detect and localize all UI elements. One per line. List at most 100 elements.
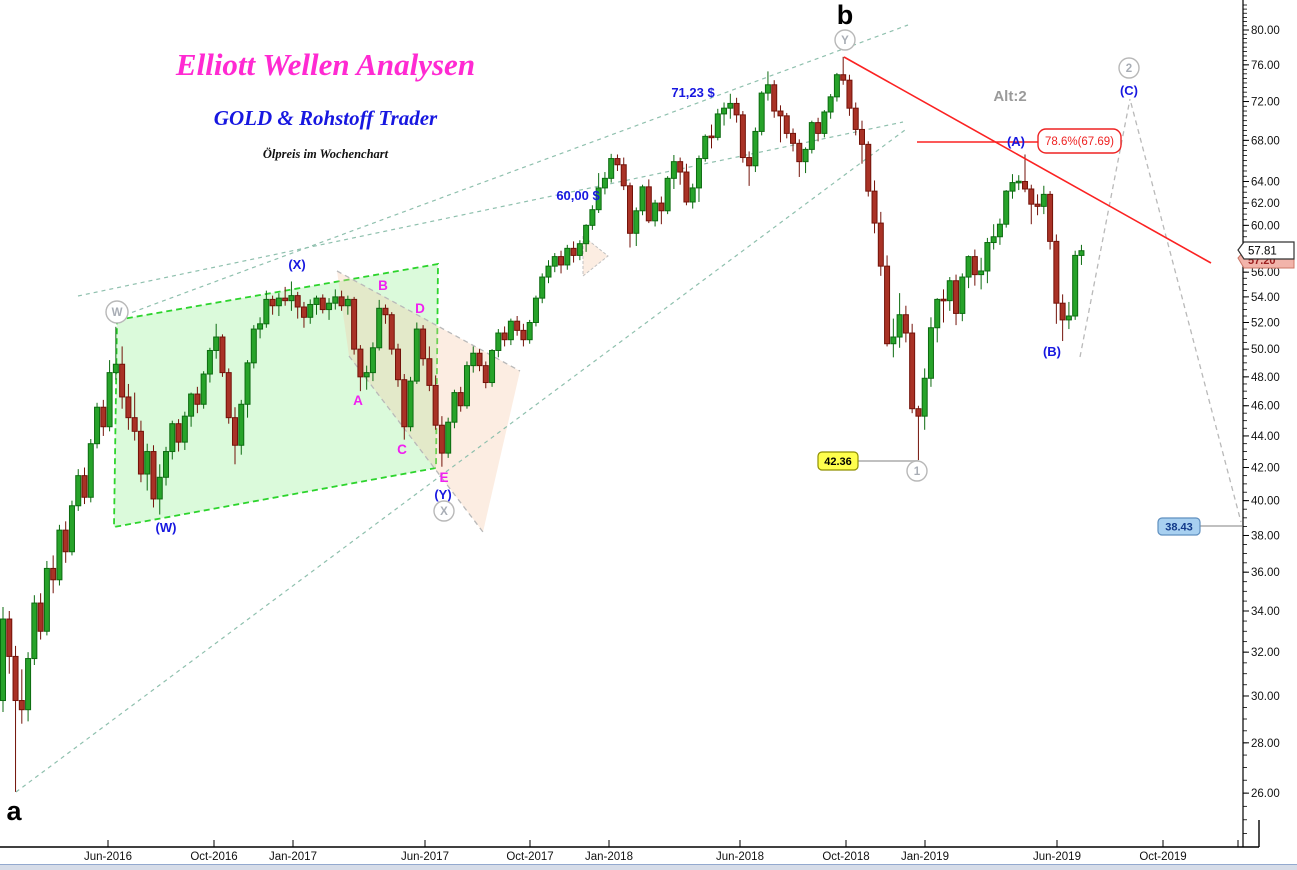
gray-dashed-projection-line xyxy=(1130,102,1242,523)
gray-dashed-projection-line xyxy=(348,355,484,533)
y-axis-label: 26.00 xyxy=(1251,788,1280,800)
circled-wave-marker-2 xyxy=(1118,57,1140,79)
wave-label-b: b xyxy=(837,0,854,30)
y-axis-label: 46.00 xyxy=(1251,401,1280,413)
candle-body xyxy=(959,276,966,314)
candle-body xyxy=(244,362,251,405)
candle-body xyxy=(175,423,182,443)
candle-body xyxy=(821,111,828,134)
candle-body xyxy=(808,122,815,150)
wave-label-B: B xyxy=(378,278,388,293)
candle-body xyxy=(589,209,596,226)
candle-body xyxy=(714,113,721,138)
wave-label-D: D xyxy=(415,301,425,316)
candle-body xyxy=(1078,250,1085,256)
candle-body xyxy=(200,373,207,405)
candle-body xyxy=(119,363,126,398)
candle-body xyxy=(984,242,991,272)
candle-body xyxy=(18,700,25,711)
candle-body xyxy=(238,403,245,446)
candle-body xyxy=(401,379,408,428)
candle-body xyxy=(87,443,94,498)
candle-body xyxy=(990,236,997,244)
y-axis-label: 72.00 xyxy=(1251,97,1280,109)
price-target-text-38-43: 38.43 xyxy=(1165,522,1193,534)
candle-body xyxy=(68,505,75,553)
candle-body xyxy=(796,142,803,163)
candle-body xyxy=(1072,254,1079,317)
candle-body xyxy=(852,107,859,130)
candle-body xyxy=(551,256,558,267)
candle-body xyxy=(332,296,339,304)
y-axis-label: 40.00 xyxy=(1251,496,1280,508)
candle-body xyxy=(570,247,577,256)
candle-body xyxy=(576,243,583,256)
last-price-marker[interactable] xyxy=(1237,241,1295,260)
candle-body xyxy=(953,280,960,314)
y-axis-label: 62.00 xyxy=(1251,198,1280,210)
wave-label-6000: 60,00 $ xyxy=(556,188,600,203)
candle-body xyxy=(313,297,320,305)
candle-body xyxy=(125,396,132,419)
candle-body xyxy=(902,314,909,334)
candle-body xyxy=(608,158,615,179)
y-axis-label: 34.00 xyxy=(1251,606,1280,618)
candle-body xyxy=(1003,190,1010,225)
circled-wave-letter-1: 1 xyxy=(914,466,921,478)
candle-body xyxy=(144,451,151,475)
y-axis-label: 36.00 xyxy=(1251,567,1280,579)
candle-body xyxy=(583,224,590,245)
candle-body xyxy=(783,115,790,134)
y-axis-label: 52.00 xyxy=(1251,318,1280,330)
candle-body xyxy=(764,84,771,94)
candle-body xyxy=(382,307,389,316)
candle-body xyxy=(865,143,872,192)
candle-body xyxy=(896,314,903,338)
x-axis-label: Jun-2019 xyxy=(1033,851,1081,863)
candle-body xyxy=(1009,182,1016,192)
triangle-pattern-region xyxy=(337,271,520,532)
candle-body xyxy=(758,92,765,132)
candle-body xyxy=(137,430,144,475)
candle-body xyxy=(940,298,947,302)
candle-body xyxy=(1034,203,1041,207)
candle-body xyxy=(858,128,865,145)
wave-label-A: (A) xyxy=(1007,134,1025,149)
x-axis-label: Jan-2019 xyxy=(901,851,949,863)
candle-body xyxy=(871,190,878,224)
y-axis-label: 38.00 xyxy=(1251,530,1280,542)
wave-label-a: a xyxy=(6,796,22,826)
candle-body xyxy=(733,102,740,116)
candle-body xyxy=(131,417,138,432)
candle-body xyxy=(927,327,934,379)
candle-body xyxy=(12,655,19,702)
wave-label-7123: 71,23 $ xyxy=(671,85,715,100)
red-trendline xyxy=(843,56,1212,264)
candle-body xyxy=(407,380,414,428)
candle-body xyxy=(727,102,734,109)
candle-body xyxy=(664,177,671,212)
candle-body xyxy=(890,336,897,345)
candle-body xyxy=(438,424,445,454)
candle-body xyxy=(702,135,709,160)
candle-body xyxy=(833,74,840,98)
y-axis-label: 56.00 xyxy=(1251,267,1280,279)
candle-body xyxy=(181,415,188,443)
y-axis-label: 48.00 xyxy=(1251,372,1280,384)
candle-body xyxy=(75,475,82,507)
circled-wave-letter-W: W xyxy=(112,307,123,319)
fibonacci-level-text: 78.6%(67.69) xyxy=(1045,136,1114,148)
candle-body xyxy=(520,329,527,341)
circled-wave-marker-Y xyxy=(834,29,856,51)
x-axis-label: Jun-2017 xyxy=(401,851,449,863)
candle-body xyxy=(0,618,6,702)
fibonacci-level-box xyxy=(1037,128,1122,154)
candle-body xyxy=(627,185,633,234)
candle-body xyxy=(877,222,884,267)
candle-body xyxy=(257,323,264,330)
candle-body xyxy=(263,298,270,325)
x-axis-label: Jun-2018 xyxy=(716,851,764,863)
candle-body xyxy=(802,148,809,163)
candle-body xyxy=(909,332,916,410)
